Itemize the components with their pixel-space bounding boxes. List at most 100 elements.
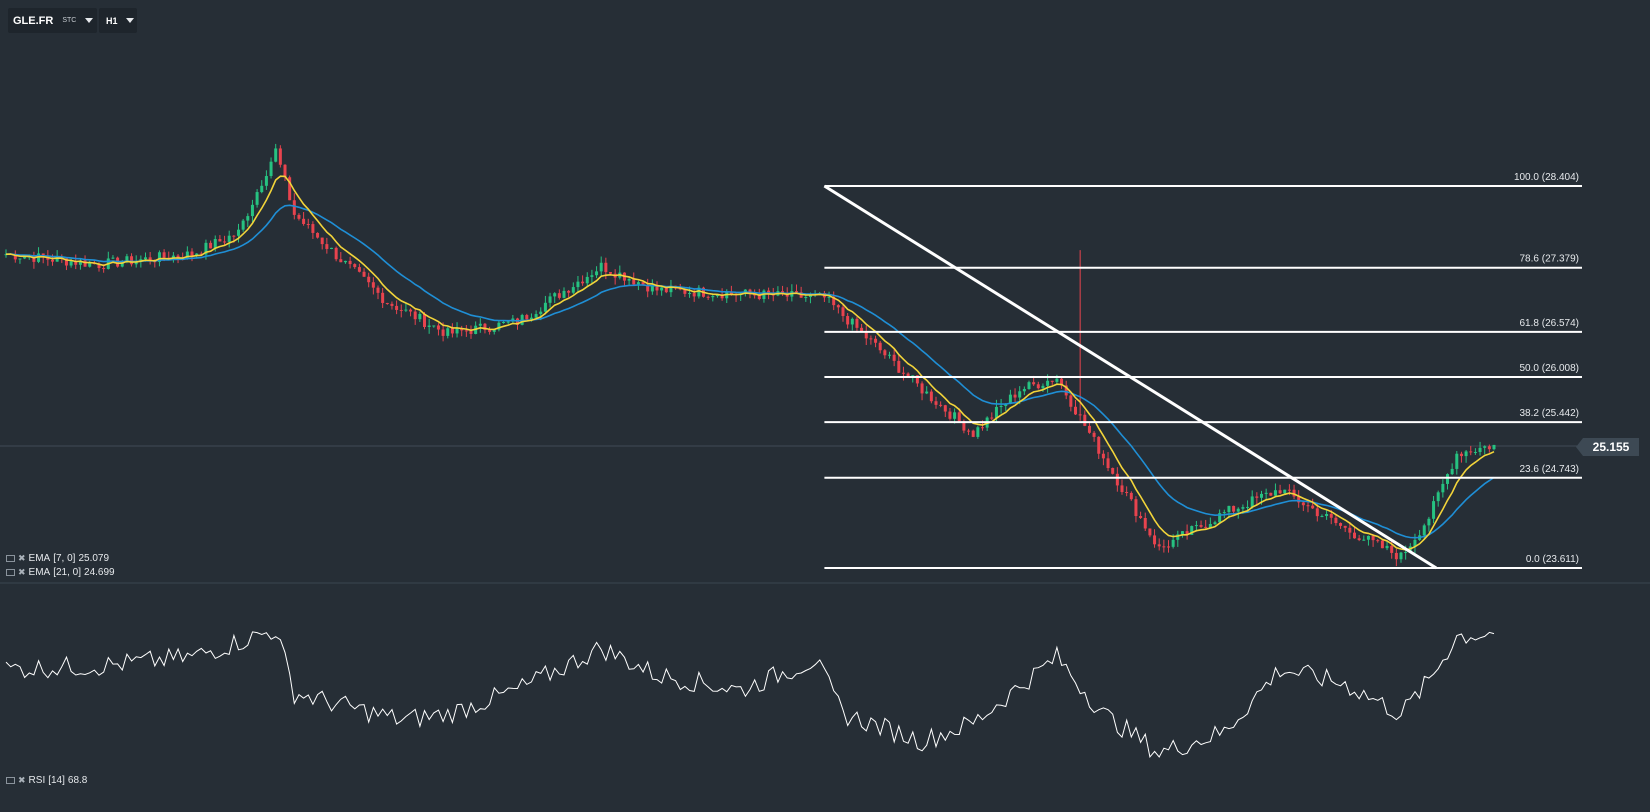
candle bbox=[609, 272, 612, 274]
candle bbox=[692, 293, 696, 297]
candle bbox=[836, 305, 840, 308]
candle bbox=[1380, 540, 1384, 549]
candle bbox=[897, 360, 901, 373]
candle bbox=[237, 229, 240, 236]
candle bbox=[1050, 380, 1054, 382]
current-price-tag: 25.155 bbox=[1576, 438, 1639, 456]
candle bbox=[599, 262, 603, 272]
candle bbox=[306, 223, 310, 225]
rsi-label: RSI bbox=[28, 775, 46, 786]
candle bbox=[492, 329, 496, 332]
candle bbox=[1436, 492, 1440, 502]
candle bbox=[399, 309, 403, 311]
candle bbox=[213, 239, 217, 249]
candle bbox=[948, 411, 952, 419]
candle bbox=[1194, 525, 1198, 527]
candle bbox=[543, 302, 547, 312]
candle bbox=[199, 253, 203, 255]
candle bbox=[1232, 505, 1236, 512]
timeframe-selector[interactable]: H1 bbox=[99, 8, 137, 33]
candle bbox=[69, 261, 73, 266]
candle bbox=[125, 256, 129, 263]
candle bbox=[1371, 535, 1375, 541]
candle bbox=[120, 262, 124, 267]
candle bbox=[423, 313, 426, 328]
candle bbox=[1473, 451, 1477, 453]
candle bbox=[553, 293, 557, 297]
candle bbox=[385, 302, 389, 304]
candle bbox=[994, 406, 998, 419]
candle bbox=[1329, 514, 1333, 518]
ema21-params: [21, 0] bbox=[53, 567, 82, 578]
candle bbox=[697, 287, 701, 297]
candle bbox=[223, 241, 227, 243]
exchange-label: STC bbox=[62, 17, 77, 24]
candle bbox=[97, 264, 101, 269]
close-icon[interactable]: ✖ bbox=[18, 567, 26, 577]
candle bbox=[88, 262, 92, 267]
fib-level-label: 23.6 (24.743) bbox=[1520, 464, 1580, 475]
fib-level-label: 100.0 (28.404) bbox=[1514, 172, 1579, 183]
candle bbox=[1320, 516, 1324, 518]
candle bbox=[757, 295, 761, 300]
candle bbox=[1087, 425, 1091, 433]
candle bbox=[455, 328, 459, 334]
candle bbox=[539, 311, 543, 315]
candle bbox=[51, 259, 54, 262]
candle bbox=[195, 253, 199, 256]
candle bbox=[325, 244, 329, 249]
settings-icon[interactable] bbox=[6, 569, 15, 576]
candle bbox=[395, 305, 399, 310]
candle bbox=[348, 260, 352, 265]
candle bbox=[190, 251, 194, 256]
candle bbox=[162, 252, 166, 258]
candle bbox=[962, 421, 966, 431]
candle bbox=[1046, 380, 1050, 386]
candle bbox=[1450, 468, 1454, 475]
chevron-down-icon[interactable] bbox=[125, 18, 134, 23]
settings-icon[interactable] bbox=[6, 777, 15, 784]
candle bbox=[283, 164, 287, 178]
candle bbox=[1478, 447, 1482, 452]
candle bbox=[860, 327, 864, 332]
candle bbox=[1027, 382, 1031, 389]
candle bbox=[1069, 395, 1073, 407]
candle bbox=[1199, 525, 1203, 527]
candle bbox=[808, 294, 812, 298]
candle bbox=[1055, 378, 1059, 382]
candle bbox=[715, 294, 719, 297]
settings-icon[interactable] bbox=[6, 555, 15, 562]
close-icon[interactable]: ✖ bbox=[18, 775, 26, 785]
close-icon[interactable]: ✖ bbox=[18, 553, 26, 563]
candle bbox=[1432, 501, 1436, 519]
candle bbox=[1306, 505, 1310, 507]
candle bbox=[869, 338, 873, 340]
candle bbox=[664, 287, 668, 293]
symbol-selector[interactable]: GLE.FR STC bbox=[8, 8, 97, 33]
candle bbox=[483, 323, 487, 331]
candle bbox=[864, 331, 868, 339]
candle bbox=[976, 427, 980, 437]
candle bbox=[330, 247, 333, 249]
candle bbox=[1366, 535, 1370, 540]
candle bbox=[729, 292, 733, 295]
candle bbox=[646, 284, 650, 292]
candle bbox=[1278, 490, 1282, 494]
candle bbox=[939, 404, 943, 406]
candle bbox=[557, 293, 561, 298]
candle bbox=[934, 401, 938, 405]
rsi-line bbox=[5, 631, 1495, 759]
candle bbox=[18, 258, 22, 260]
candle bbox=[595, 271, 599, 276]
candle bbox=[1101, 453, 1105, 459]
chevron-down-icon[interactable] bbox=[85, 18, 94, 23]
candle bbox=[1241, 507, 1245, 509]
candle bbox=[102, 268, 106, 270]
candle bbox=[1297, 496, 1301, 503]
candle bbox=[683, 289, 687, 294]
candle bbox=[413, 311, 417, 320]
candle bbox=[1441, 483, 1445, 493]
candle bbox=[381, 292, 385, 303]
candle bbox=[23, 256, 27, 259]
